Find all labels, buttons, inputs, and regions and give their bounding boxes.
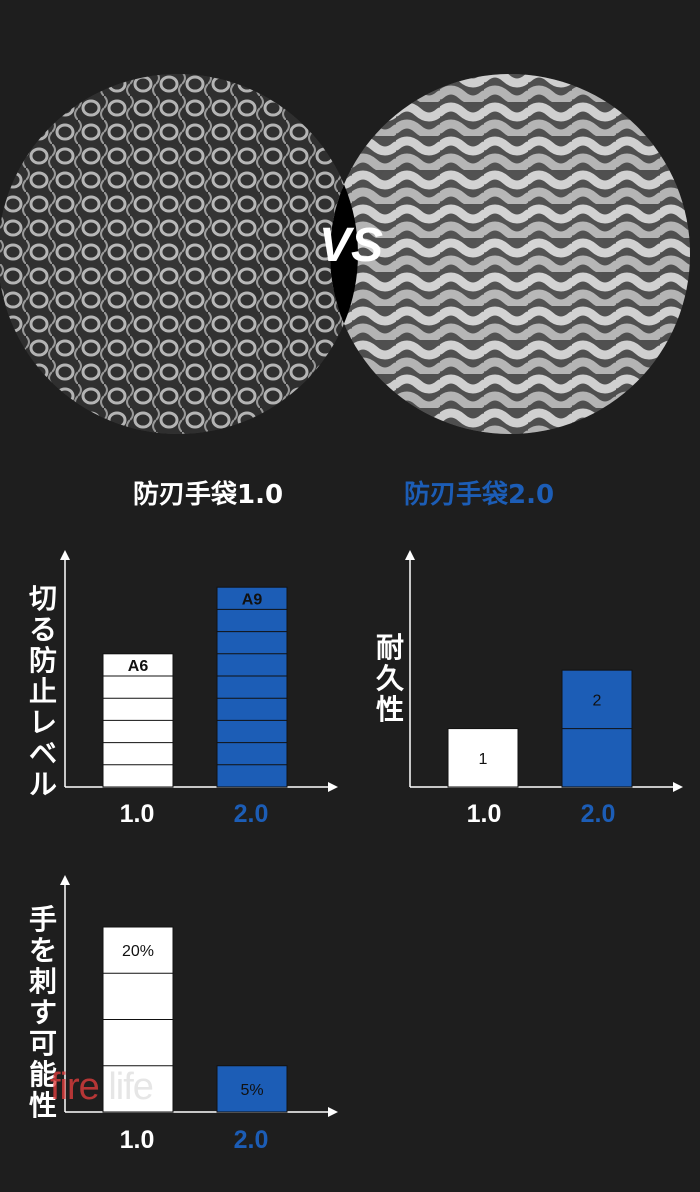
chart-cut-xtick-2: 2.0 [233, 800, 269, 828]
x-axis-arrow [328, 782, 338, 792]
cut-data-label-1: A6 [128, 658, 149, 675]
chart-cut-ylabel: 切る防止レベル [28, 582, 57, 801]
chart-durability: 12 [405, 550, 683, 792]
stab-bar-1 [102, 926, 174, 1113]
cut-bar-2 [216, 586, 288, 788]
chart-stab-xtick-2: 2.0 [233, 1126, 269, 1154]
chart-durability-xtick-2: 2.0 [580, 800, 616, 828]
x-axis-arrow [673, 782, 683, 792]
left-fabric-image [0, 74, 358, 434]
left-product-label: 防刃手袋1.0 [133, 480, 284, 510]
y-axis-arrow [60, 550, 70, 560]
durability-bar-1 [447, 728, 519, 788]
vs-text: VS [319, 219, 383, 272]
cut-data-label-2: A9 [242, 591, 263, 608]
stab-data-label-2: 5% [240, 1082, 263, 1099]
y-axis-arrow [405, 550, 415, 560]
right-fabric-image [330, 74, 690, 434]
chart-cut-xtick-1: 1.0 [119, 800, 155, 828]
chart-stab-ylabel: 手を刺す可能性 [28, 903, 57, 1122]
chart-stab-xtick-1: 1.0 [119, 1126, 155, 1154]
comparison-hero: VS [0, 74, 690, 434]
chart-durability-ylabel: 耐久性 [375, 631, 404, 726]
durability-data-label-1: 1 [479, 751, 488, 768]
cut-bar-1 [102, 653, 174, 788]
chart-cut-level: A6 A9 [60, 550, 338, 792]
durability-data-label-2: 2 [593, 692, 602, 709]
right-product-label: 防刃手袋2.0 [404, 480, 555, 510]
watermark-logo: fire life [50, 1066, 154, 1108]
stab-bar-2 [216, 1065, 288, 1113]
x-axis-arrow [328, 1107, 338, 1117]
chart-durability-xtick-1: 1.0 [466, 800, 502, 828]
y-axis-arrow [60, 875, 70, 885]
durability-bar-2 [561, 669, 633, 788]
stab-data-label-1: 20% [122, 943, 154, 960]
chart-stab-possibility: 20% 5% [60, 875, 338, 1117]
